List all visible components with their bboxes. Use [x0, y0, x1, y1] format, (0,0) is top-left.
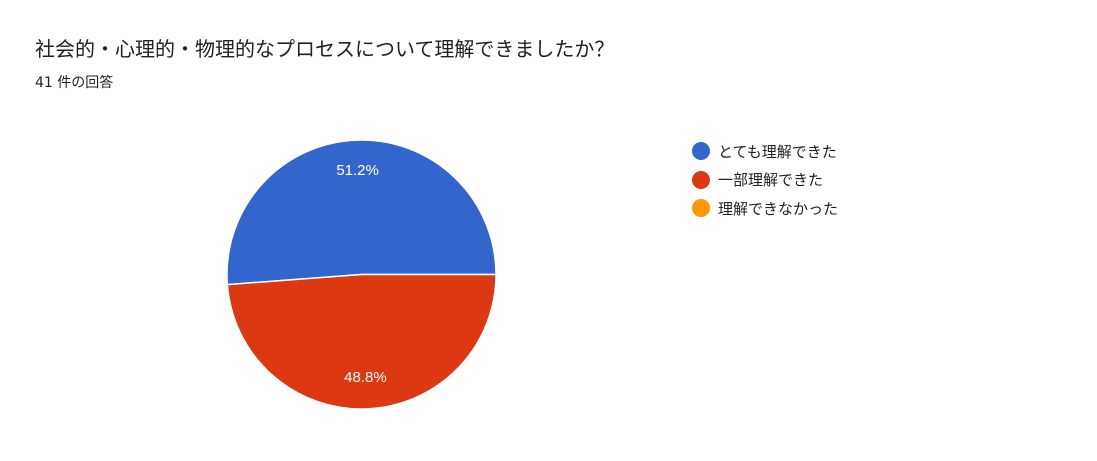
response-count: 41 件の回答 [35, 75, 114, 91]
legend-swatch-icon [692, 170, 710, 189]
pie-slice[interactable] [226, 273, 497, 410]
legend-item[interactable]: 理解できなかった [692, 194, 838, 223]
legend-label: 一部理解できた [718, 171, 824, 190]
legend-label: 理解できなかった [718, 199, 839, 218]
slice-label: 48.8% [344, 369, 387, 386]
legend-swatch-icon [692, 199, 710, 218]
pie-slice[interactable] [226, 139, 497, 286]
legend-swatch-icon [692, 142, 710, 161]
legend-item[interactable]: 一部理解できた [692, 166, 838, 195]
slice-label: 51.2% [336, 162, 379, 179]
chart-title: 社会的・心理的・物理的なプロセスについて理解できましたか？ [35, 37, 615, 61]
legend-label: とても理解できた [718, 142, 837, 161]
legend-item[interactable]: とても理解できた [692, 137, 838, 166]
legend: とても理解できた 一部理解できた 理解できなかった [692, 137, 838, 223]
